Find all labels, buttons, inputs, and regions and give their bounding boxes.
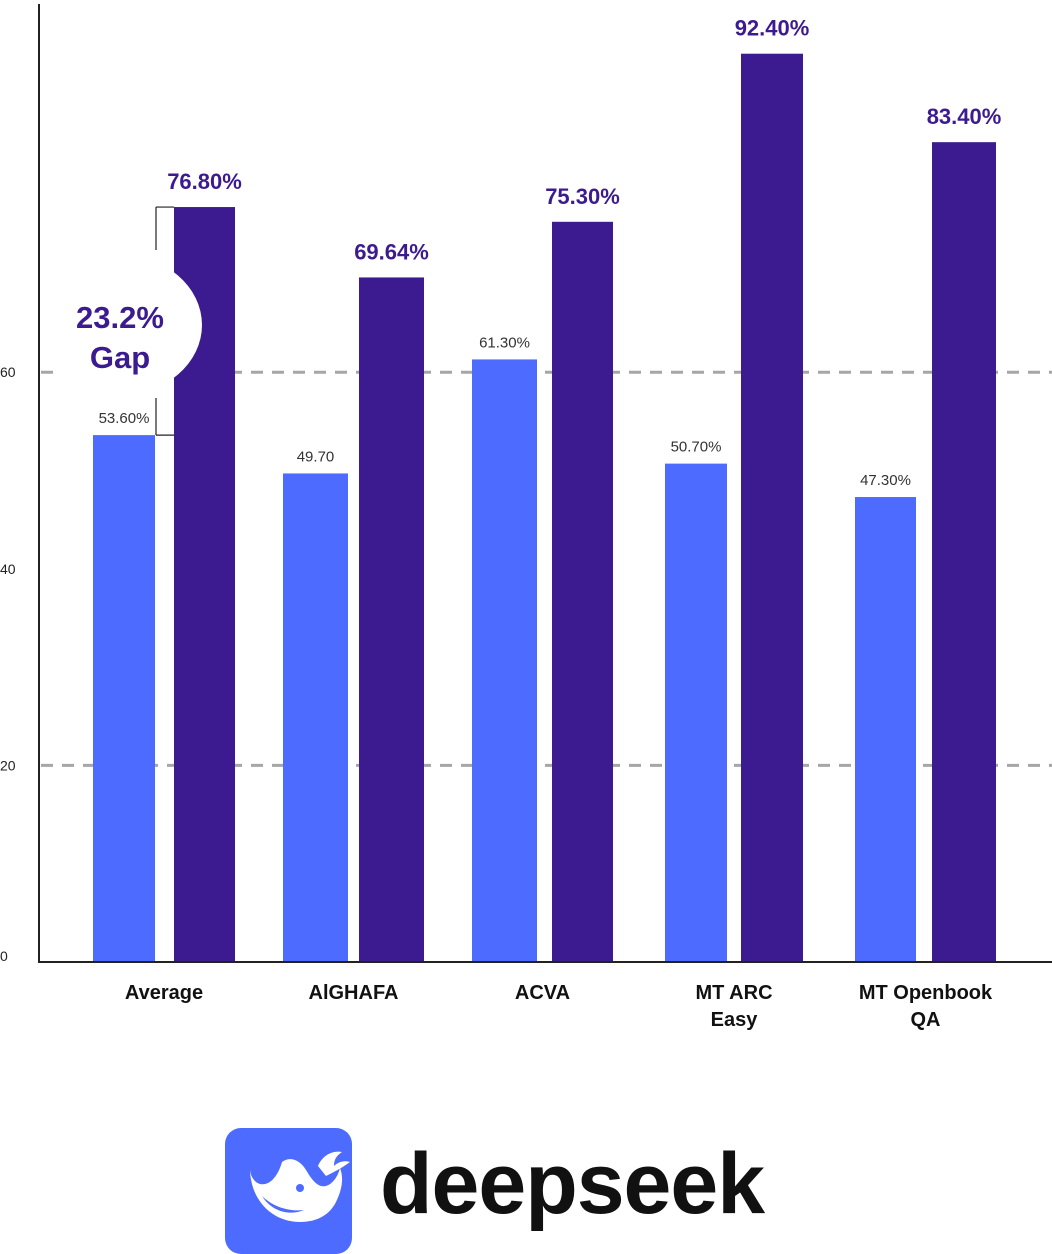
bar-value-label-large: 69.64% bbox=[354, 239, 429, 264]
y-tick-label: 40 bbox=[0, 561, 16, 577]
x-category-label: MT Openbook QA bbox=[859, 982, 993, 1031]
brand-logo: deepseek bbox=[225, 1128, 766, 1254]
x-category-label-line: MT Openbook bbox=[859, 982, 993, 1004]
bar-series-2 bbox=[932, 142, 996, 963]
y-tick-label: 20 bbox=[0, 757, 16, 773]
y-axis-ticks: 0 20 40 60 bbox=[0, 364, 16, 964]
bar-series-1 bbox=[283, 473, 348, 962]
bar-value-label-small: 61.30% bbox=[479, 334, 530, 351]
bar-value-label-small: 47.30% bbox=[860, 472, 911, 489]
y-tick-label: 0 bbox=[0, 948, 8, 964]
bar-series-1 bbox=[93, 435, 155, 962]
x-axis-labels: Average AlGHAFA ACVA MT ARC Easy MT Openbook Q… bbox=[125, 982, 993, 1031]
x-category-label: AlGHAFA bbox=[309, 982, 399, 1004]
x-category-label-line: MT ARC bbox=[695, 982, 772, 1004]
x-category-label: Average bbox=[125, 982, 203, 1004]
x-category-label-line: ACVA bbox=[515, 982, 570, 1004]
x-category-label-line: Average bbox=[125, 982, 203, 1004]
x-category-label-line: QA bbox=[911, 1009, 941, 1031]
bars bbox=[93, 53, 996, 963]
bar-value-label-large: 76.80% bbox=[167, 169, 242, 194]
bar-series-2 bbox=[359, 277, 424, 962]
bar-value-label-small: 53.60% bbox=[99, 410, 150, 427]
bar-series-1 bbox=[472, 359, 537, 962]
bar-value-label-large: 92.40% bbox=[735, 16, 810, 41]
gap-bubble bbox=[38, 255, 202, 395]
y-tick-label: 60 bbox=[0, 364, 16, 380]
bar-series-2 bbox=[741, 53, 803, 962]
bar-series-2 bbox=[552, 221, 613, 962]
bar-series-1 bbox=[855, 497, 916, 962]
gap-annotation: 23.2% Gap bbox=[38, 206, 202, 436]
x-category-label-line: Easy bbox=[711, 1009, 759, 1031]
bar-value-label-small: 49.70 bbox=[297, 448, 335, 465]
gap-annotation-text: 23.2% bbox=[76, 300, 164, 335]
x-category-label: MT ARC Easy bbox=[695, 982, 772, 1031]
bar-value-label-large: 83.40% bbox=[927, 104, 1002, 129]
x-category-label-line: AlGHAFA bbox=[309, 982, 399, 1004]
gap-annotation-text: Gap bbox=[90, 340, 150, 375]
bar-value-label-large: 75.30% bbox=[545, 184, 620, 209]
brand-name: deepseek bbox=[380, 1136, 765, 1232]
whale-icon bbox=[250, 1151, 350, 1222]
bar-value-label-small: 50.70% bbox=[671, 439, 722, 456]
value-labels: 53.60% 49.70 61.30% 50.70% 47.30% 76.80% 69.64… bbox=[99, 16, 1002, 489]
bar-series-1 bbox=[665, 463, 727, 962]
x-category-label: ACVA bbox=[515, 982, 570, 1004]
